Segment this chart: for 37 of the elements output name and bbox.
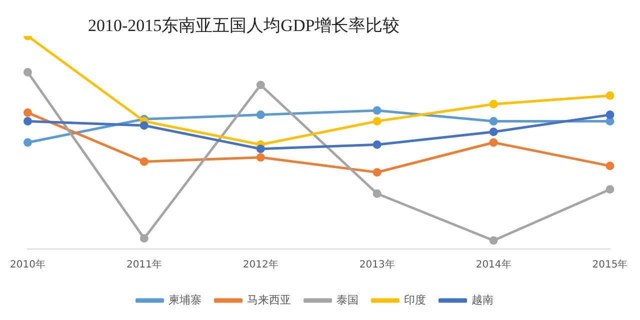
point bbox=[606, 185, 614, 194]
point bbox=[489, 138, 498, 147]
point bbox=[140, 157, 148, 166]
point bbox=[489, 100, 498, 108]
point bbox=[489, 128, 498, 136]
point bbox=[23, 138, 32, 147]
point bbox=[140, 234, 148, 243]
legend-label: 印度 bbox=[404, 293, 426, 306]
x-tick-label: 2014年 bbox=[476, 258, 512, 271]
point bbox=[372, 106, 382, 115]
point bbox=[140, 121, 148, 130]
x-tick-label: 2015年 bbox=[592, 258, 628, 271]
point bbox=[372, 116, 382, 126]
x-tick-label: 2013年 bbox=[359, 258, 395, 271]
point bbox=[606, 110, 614, 120]
x-tick-label: 2011年 bbox=[126, 258, 162, 271]
point bbox=[372, 168, 382, 177]
chart-title: 2010-2015东南亚五国人均GDP增长率比较 bbox=[88, 15, 400, 37]
legend-label: 马来西亚 bbox=[246, 293, 291, 306]
point bbox=[23, 116, 32, 126]
point bbox=[372, 189, 382, 198]
point bbox=[256, 153, 265, 162]
point bbox=[489, 236, 498, 245]
point bbox=[606, 162, 614, 170]
point bbox=[256, 80, 265, 90]
point bbox=[23, 68, 32, 76]
x-tick-label: 2012年 bbox=[242, 258, 278, 271]
point bbox=[256, 110, 265, 120]
legend-label: 泰国 bbox=[336, 293, 358, 306]
legend-label: 柬埔寨 bbox=[168, 293, 202, 306]
x-tick-label: 2010年 bbox=[10, 258, 46, 271]
point bbox=[372, 140, 382, 149]
point bbox=[606, 91, 614, 100]
point bbox=[256, 144, 265, 154]
point bbox=[489, 116, 498, 126]
legend-label: 越南 bbox=[471, 293, 494, 306]
point bbox=[23, 108, 32, 117]
